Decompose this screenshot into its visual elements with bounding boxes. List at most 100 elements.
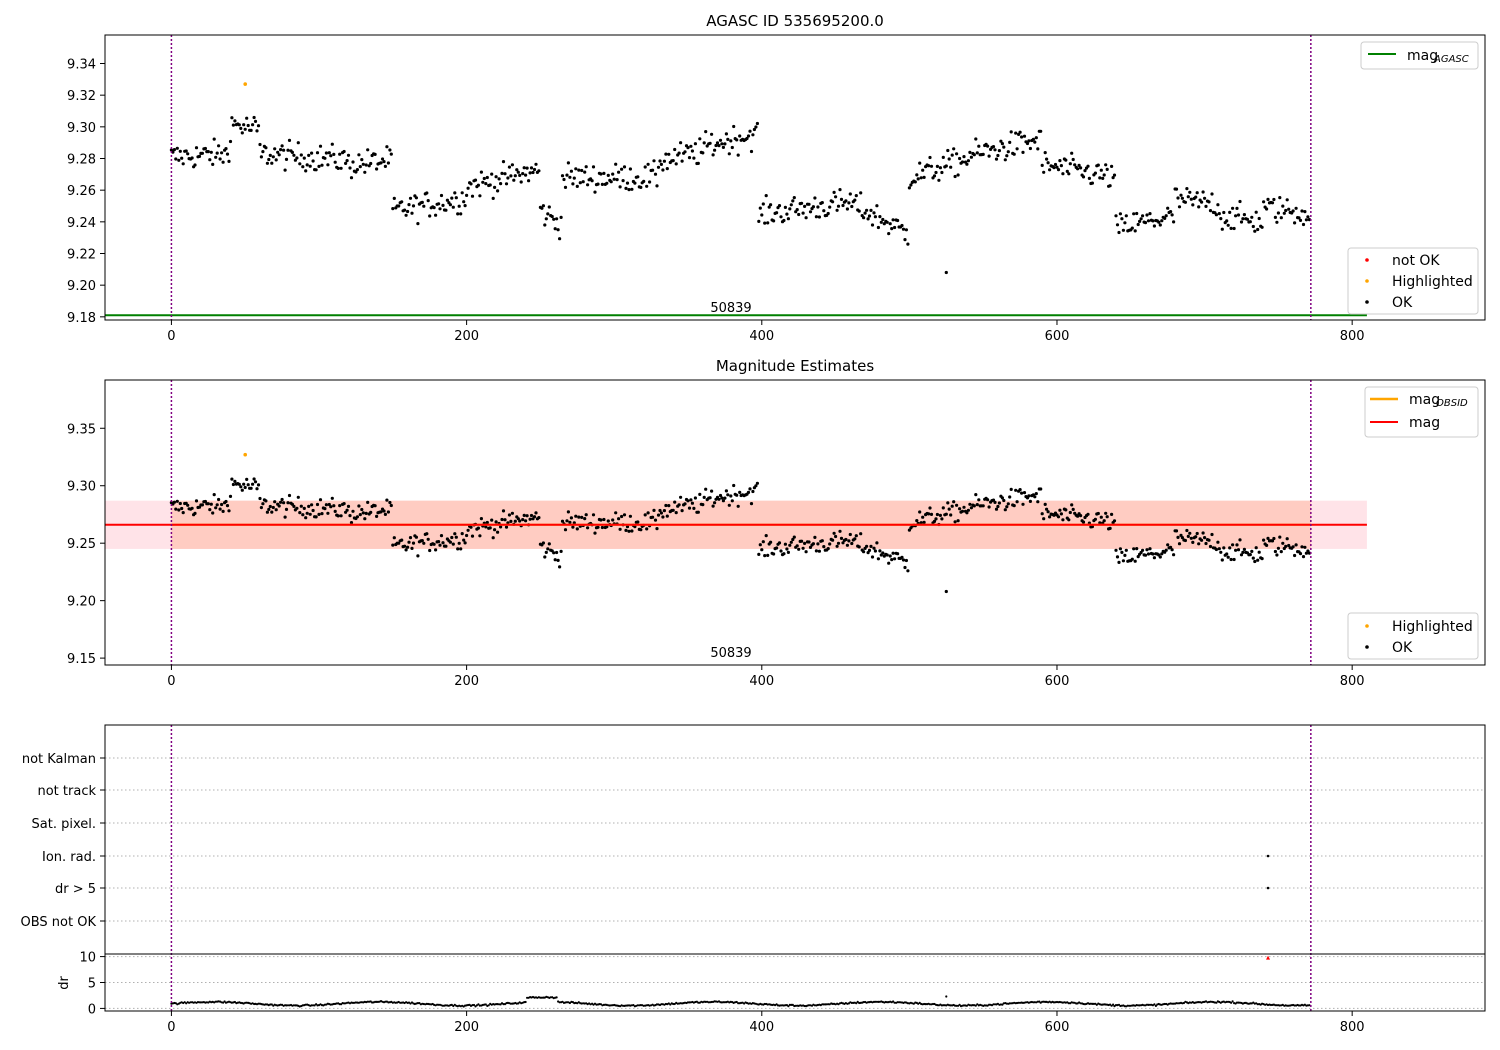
legend-highlighted-label: Highlighted: [1392, 274, 1473, 290]
ok-point: [1304, 218, 1308, 222]
ok-point: [711, 153, 715, 157]
ok-point: [1300, 545, 1304, 549]
ok-point: [270, 510, 274, 514]
ok-point: [1234, 548, 1238, 552]
ok-point: [1105, 515, 1109, 519]
ok-point: [944, 164, 948, 168]
ok-point: [642, 179, 646, 183]
legend-obsid-label: mag: [1409, 392, 1440, 408]
ok-point: [876, 225, 881, 230]
ok-point: [956, 173, 960, 177]
ok-point: [662, 159, 667, 163]
ok-point: [801, 546, 805, 550]
ok-point: [506, 521, 510, 525]
ok-point: [960, 160, 965, 164]
ok-point: [758, 206, 762, 210]
ok-point: [1207, 200, 1211, 204]
ok-point: [932, 174, 937, 178]
ok-point: [457, 204, 461, 208]
ok-point: [904, 228, 909, 232]
ok-point: [1248, 220, 1252, 224]
ok-point: [1008, 140, 1012, 144]
ok-point: [264, 499, 268, 503]
ok-point: [1236, 548, 1241, 552]
ok-point: [599, 172, 603, 176]
ok-point: [797, 212, 801, 217]
ok-point: [1043, 151, 1047, 155]
ok-point: [822, 545, 826, 549]
ok-point: [648, 180, 652, 184]
ok-point: [922, 520, 926, 525]
ok-point: [584, 165, 588, 169]
ok-point: [845, 207, 850, 211]
ok-point: [437, 202, 441, 206]
ok-point: [358, 165, 362, 169]
ok-point: [364, 511, 368, 515]
legend-highlighted-marker-2: [1365, 624, 1369, 628]
ok-point: [935, 512, 940, 517]
ok-point: [828, 205, 832, 209]
ok-point: [987, 505, 991, 509]
ok-point: [772, 552, 776, 556]
ok-point: [1090, 525, 1094, 529]
ok-point: [299, 504, 303, 508]
legend-ok-label: OK: [1392, 295, 1413, 311]
ok-point: [622, 513, 627, 517]
ok-point: [947, 157, 951, 161]
ok-point: [422, 541, 426, 545]
ok-point: [345, 159, 349, 163]
ok-point: [522, 166, 526, 170]
y-tick-label-9.30: 9.30: [67, 121, 96, 136]
dr-point: [958, 1003, 961, 1006]
ok-point: [307, 153, 311, 157]
ok-point: [702, 495, 706, 499]
ok-point: [1157, 220, 1161, 224]
dr-point: [735, 1000, 738, 1004]
ok-point: [1132, 547, 1136, 551]
flag-label: not Kalman: [22, 752, 96, 767]
ok-point: [1210, 532, 1214, 537]
ok-point: [1006, 502, 1010, 506]
ok-point: [789, 203, 793, 207]
ok-point: [1194, 195, 1198, 199]
ok-point: [344, 161, 348, 165]
ok-point: [686, 146, 690, 150]
ok-point: [311, 159, 315, 163]
ok-point: [1120, 550, 1124, 555]
ok-point: [494, 175, 498, 179]
ok-point: [1297, 216, 1301, 220]
ok-point: [862, 550, 866, 554]
dr-point: [1112, 1003, 1115, 1006]
ok-point: [290, 150, 294, 154]
ok-point: [1046, 161, 1050, 165]
ok-point: [643, 513, 647, 517]
ok-point: [541, 204, 546, 208]
ok-point: [220, 502, 224, 507]
ok-point: [1121, 559, 1125, 563]
ok-point: [208, 508, 212, 512]
ok-point: [1052, 166, 1056, 170]
ok-point: [788, 207, 792, 211]
ok-point: [315, 502, 320, 507]
ok-point: [404, 548, 408, 552]
ok-point: [1042, 170, 1046, 174]
ok-point: [304, 516, 308, 520]
ok-point: [850, 541, 854, 546]
y-tick-label-9.24: 9.24: [67, 216, 96, 231]
ok-point: [180, 506, 184, 511]
ok-point: [1186, 534, 1190, 539]
ok-point: [1253, 229, 1257, 233]
ok-point: [1081, 520, 1086, 524]
ok-point: [318, 144, 323, 148]
ok-point: [200, 503, 204, 507]
ok-point: [1273, 549, 1277, 554]
ok-point: [679, 495, 683, 499]
ok-point: [865, 208, 869, 212]
ok-point: [410, 211, 414, 215]
ok-point: [497, 177, 501, 181]
ok-point: [1179, 193, 1183, 197]
ok-point: [512, 178, 516, 182]
ok-point: [513, 174, 517, 178]
ok-point: [891, 218, 895, 222]
ok-point: [946, 501, 950, 505]
